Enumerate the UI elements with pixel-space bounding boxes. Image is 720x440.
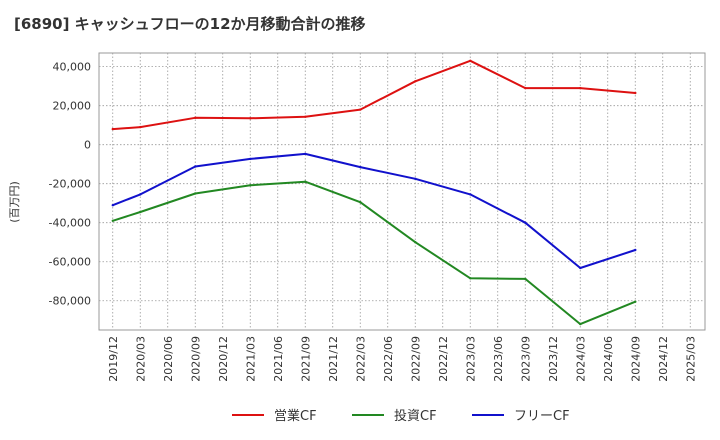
x-tick-label: 2021/03 (244, 336, 257, 382)
data-point (111, 204, 115, 207)
x-tick-label: 2020/06 (162, 336, 175, 382)
x-tick-label: 2024/06 (602, 336, 615, 382)
data-point (194, 192, 197, 195)
data-point (469, 193, 472, 196)
data-point (414, 241, 417, 244)
y-axis-ticks: 40,000 20,000 0 -20,000 -40,000 -60,000 -80,00… (49, 61, 91, 308)
data-point (414, 177, 417, 180)
data-point (111, 127, 115, 131)
x-tick-label: 2024/03 (574, 336, 587, 382)
data-point (194, 116, 197, 120)
x-axis-ticks: 2019/12 2020/03 2020/06 2020/09 2020/12 2021/… (107, 336, 698, 382)
data-point (579, 322, 582, 326)
y-tick-label: -80,000 (49, 295, 91, 308)
data-point (634, 248, 637, 252)
data-point (249, 157, 252, 161)
data-point (359, 165, 362, 169)
x-tick-label: 2020/09 (189, 336, 202, 382)
y-tick-label: -20,000 (49, 178, 91, 191)
data-point (194, 165, 197, 168)
x-tick-label: 2025/03 (684, 336, 697, 382)
x-tick-label: 2020/03 (134, 336, 147, 382)
y-tick-label: -60,000 (49, 256, 91, 269)
x-tick-label: 2024/12 (657, 336, 670, 382)
data-point (139, 125, 142, 129)
data-point (139, 193, 142, 196)
legend-label: 投資CF (394, 408, 437, 424)
data-point (634, 91, 637, 95)
data-point (414, 80, 417, 83)
y-tick-label: 20,000 (53, 100, 92, 113)
data-point (359, 108, 362, 111)
data-point (524, 277, 527, 281)
x-tick-label: 2021/09 (299, 336, 312, 382)
legend-label: 営業CF (274, 408, 317, 424)
plot-background (99, 53, 705, 330)
chart-title: [6890] キャッシュフローの12か月移動合計の推移 (14, 15, 366, 33)
data-point (524, 221, 527, 224)
x-tick-label: 2023/12 (547, 336, 560, 382)
data-point (304, 152, 307, 156)
x-tick-label: 2023/03 (464, 336, 477, 382)
x-tick-label: 2022/12 (437, 336, 450, 382)
x-tick-label: 2023/06 (492, 336, 505, 382)
data-point (469, 277, 472, 280)
x-tick-label: 2020/12 (217, 336, 230, 382)
data-point (249, 117, 252, 120)
y-tick-label: 0 (84, 139, 91, 152)
data-point (304, 115, 307, 119)
x-tick-label: 2019/12 (107, 336, 120, 382)
plot-frame (98, 52, 706, 331)
data-point (111, 219, 115, 222)
data-point (249, 184, 252, 187)
x-tick-label: 2022/03 (354, 336, 367, 382)
y-tick-label: -40,000 (49, 217, 91, 230)
y-tick-label: 40,000 (53, 61, 92, 74)
x-tick-label: 2022/09 (409, 336, 422, 382)
x-tick-label: 2023/09 (519, 336, 532, 382)
data-point (524, 86, 527, 90)
data-point (634, 300, 637, 303)
data-point (359, 201, 362, 204)
legend-label: フリーCF (514, 409, 570, 424)
y-axis-label: (百万円) (8, 181, 21, 223)
x-tick-label: 2021/06 (272, 336, 285, 382)
data-point (469, 59, 472, 62)
x-tick-label: 2021/12 (327, 336, 340, 382)
grid-lines (99, 53, 704, 330)
x-tick-label: 2024/09 (629, 336, 642, 382)
data-point (579, 86, 582, 90)
legend: 営業CF 投資CF フリーCF (232, 408, 570, 424)
series-lines (111, 59, 637, 326)
data-point (579, 266, 582, 270)
data-point (304, 180, 307, 183)
data-point (139, 210, 142, 214)
x-tick-label: 2022/06 (382, 336, 395, 382)
